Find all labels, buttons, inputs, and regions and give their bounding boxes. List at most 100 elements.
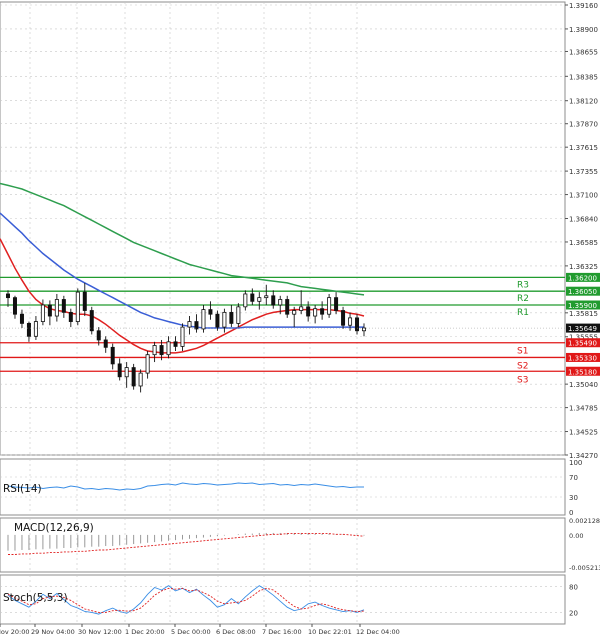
candle [208,301,213,320]
stoch-tick-label: 20 [569,609,578,617]
price-tick-label: 1.38385 [569,73,598,81]
candle [145,351,150,379]
candle-body-bear [215,313,220,328]
level-price-label-s2: 1.35330 [568,354,597,362]
rsi-line [7,482,364,491]
candle-body-bull [180,326,185,347]
candle [285,295,290,318]
candle [103,336,108,353]
candle-body-bull [348,317,353,326]
candle-body-bear [19,313,24,324]
candle-body-bull [278,299,283,306]
candle-body-bear [82,291,87,311]
candle-body-bear [12,297,17,315]
candle-body-bull [299,306,304,311]
rsi-tick-label: 0 [569,509,573,517]
candle-body-bull [33,321,38,337]
candle [124,362,129,388]
time-tick-label: 30 Nov 12:00 [78,628,122,636]
candle [292,306,297,328]
candle [33,316,38,340]
candle [320,301,325,320]
candle-body-bear [355,317,360,332]
time-tick-label: 5 Dec 00:00 [171,628,211,636]
macd-label: MACD(12,26,9) [14,522,94,534]
candle [117,358,122,381]
candle [257,292,262,310]
stoch-panel: 80 20 Stoch(5,5,3) [0,574,578,625]
price-tick-label: 1.38655 [569,48,598,56]
candle [152,341,157,363]
level-price-label-r3: 1.36200 [568,274,597,282]
price-tick-label: 1.36325 [569,263,598,271]
candle [166,336,171,359]
candle-body-bear [159,345,164,356]
candle-body-bear [250,293,255,302]
candle [68,308,73,328]
candle [180,323,185,352]
candle [47,300,52,326]
candle-body-bear [131,367,136,387]
level-price-badge-r1 [566,300,600,310]
candle-body-bull [201,309,206,330]
level-price-badge-s1 [566,338,600,348]
candle [299,290,304,315]
candle [222,308,227,333]
price-tick-label: 1.39160 [569,2,598,10]
candle-body-bull [40,304,45,322]
candle-body-bear [320,308,325,315]
candle-body-bull [243,293,248,308]
time-tick-label: Nov 20:00 [0,628,29,636]
candle-body-bear [306,306,311,317]
candle-body-bear [117,363,122,378]
rsi-tick-label: 70 [569,474,578,482]
candle [54,293,59,322]
candle [173,336,178,352]
stoch-tick-label: 80 [569,584,578,592]
candle-body-bull [75,291,80,322]
candle-body-bear [26,323,31,337]
candle [229,305,234,328]
level-price-label-s1: 1.35490 [568,340,597,348]
candle [40,299,45,326]
stoch-frame [0,574,566,625]
time-tick-label: 10 Dec 22:01 [308,628,352,636]
candle [327,293,332,318]
candle [12,295,17,319]
macd-signal-line [8,533,365,555]
candle-body-bear [103,339,108,348]
price-tick-label: 1.35815 [569,310,598,318]
candle-body-bull [313,308,318,317]
candle [306,301,311,322]
time-tick-label: 7 Dec 16:00 [262,628,302,636]
candle [82,282,87,317]
level-price-badge-s2 [566,352,600,362]
price-tick-label: 1.37615 [569,144,598,152]
candle-body-bull [236,306,241,324]
stoch-k-line [7,585,365,615]
candle-body-bear [68,311,73,322]
macd-tick-label: 0.002128 [569,517,600,525]
candle [89,306,94,335]
candle [201,305,206,333]
candle-body-bull [152,345,157,356]
level-price-label-s3: 1.35180 [568,368,597,376]
candle-body-bull [54,299,59,317]
candle [355,314,360,335]
price-tick-label: 1.35040 [569,381,598,389]
macd-frame [0,517,566,573]
candle-body-bear [285,299,290,315]
candle [6,290,11,307]
moving-average-1 [0,238,365,354]
candle [187,316,192,335]
candle [250,288,255,305]
candle-body-bull [222,311,227,328]
candle [278,295,283,315]
rsi-tick-label: 100 [569,459,582,467]
candle-body-bear [6,293,11,299]
candle [348,312,353,331]
price-tick-label: 1.38120 [569,98,598,106]
current-price-label: 1.35649 [568,325,597,333]
time-tick-label: 1 Dec 20:00 [125,628,165,636]
